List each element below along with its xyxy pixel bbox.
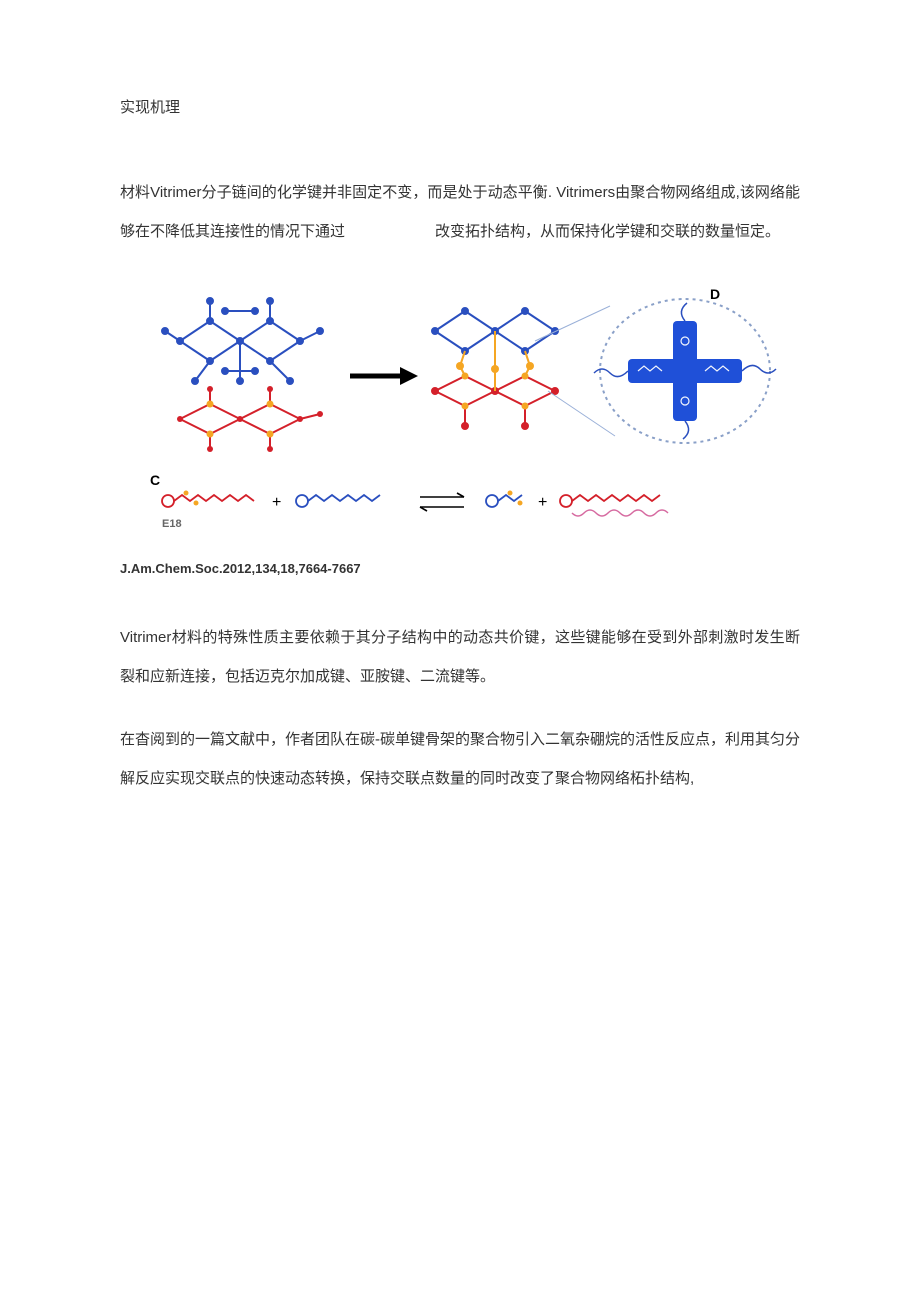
figure-caption: J.Am.Chem.Soc.2012,134,18,7664-7667	[120, 561, 800, 576]
svg-text:+: +	[538, 494, 547, 511]
label-d: D	[710, 286, 720, 302]
paragraph-3: 在杳阅到的一篇文献中，作者团队在碳-碳单键骨架的聚合物引入二氧杂硼烷的活性反应点…	[120, 720, 800, 798]
merged-network	[432, 308, 558, 429]
document-page: 实现机理 材料Vitrimer分子链间的化学键并非固定不变，而是处于动态平衡. …	[0, 0, 920, 1301]
red-network-left	[177, 386, 323, 452]
reaction-row: C +	[150, 472, 668, 530]
paragraph-1: 材料Vitrimer分子链间的化学键并非固定不变，而是处于动态平衡. Vitri…	[120, 173, 800, 251]
svg-text:+: +	[272, 494, 281, 511]
figure-1: D C +	[140, 281, 780, 539]
label-e18: E18	[162, 518, 182, 530]
blue-network-left	[162, 298, 323, 384]
label-c: C	[150, 472, 160, 488]
section-title: 实现机理	[120, 96, 800, 117]
figure-svg: D C +	[140, 281, 780, 539]
gap-link	[345, 223, 435, 240]
paragraph-2: Vitrimer材料的特殊性质主要依赖于其分子结构中的动态共价键，这些键能够在受…	[120, 618, 800, 696]
detail-d: D	[594, 286, 776, 443]
para1-text-b: 改变拓扑结构，从而保持化学键和交联的数量恒定。	[435, 223, 780, 240]
arrow-icon	[350, 367, 418, 385]
